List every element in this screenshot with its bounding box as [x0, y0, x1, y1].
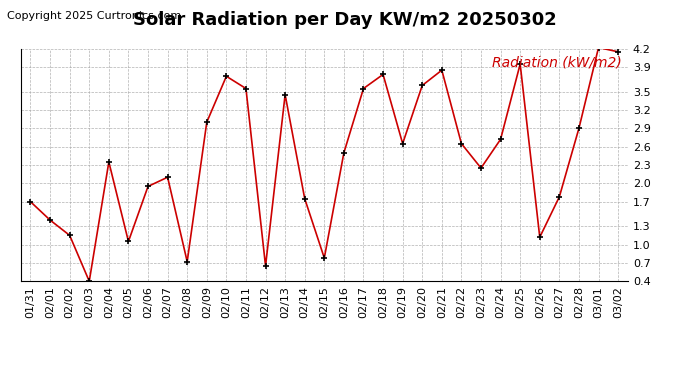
Text: Solar Radiation per Day KW/m2 20250302: Solar Radiation per Day KW/m2 20250302 [133, 11, 557, 29]
Text: Radiation (kW/m2): Radiation (kW/m2) [492, 56, 622, 70]
Text: Copyright 2025 Curtronics.com: Copyright 2025 Curtronics.com [7, 11, 181, 21]
